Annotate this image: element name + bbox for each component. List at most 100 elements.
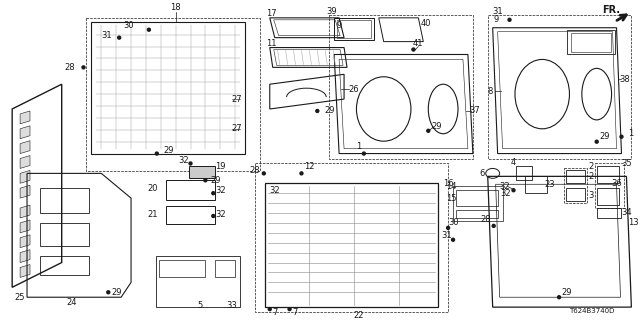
Text: 31: 31 — [101, 31, 111, 40]
Text: 31: 31 — [441, 231, 451, 240]
Polygon shape — [20, 156, 30, 168]
Text: 22: 22 — [354, 310, 364, 320]
Text: 2: 2 — [588, 172, 593, 181]
Circle shape — [118, 36, 121, 39]
Text: 9: 9 — [493, 15, 499, 24]
Text: 3: 3 — [588, 191, 593, 200]
Polygon shape — [20, 220, 30, 233]
Text: 26: 26 — [349, 85, 359, 94]
Circle shape — [620, 135, 623, 138]
Circle shape — [557, 296, 561, 299]
Text: 35: 35 — [621, 159, 632, 168]
Circle shape — [268, 308, 271, 311]
Text: 30: 30 — [124, 21, 134, 30]
Text: 2: 2 — [588, 162, 593, 171]
Circle shape — [492, 224, 495, 228]
Text: 40: 40 — [421, 19, 431, 28]
Text: 29: 29 — [163, 146, 174, 155]
Text: 41: 41 — [413, 39, 424, 48]
Text: 19: 19 — [215, 162, 225, 171]
Circle shape — [452, 238, 454, 241]
Bar — [86, 18, 260, 172]
Bar — [488, 15, 632, 158]
Text: 5: 5 — [198, 301, 203, 310]
Text: T624B3740D: T624B3740D — [569, 308, 614, 314]
Circle shape — [147, 28, 150, 31]
Text: 32: 32 — [500, 189, 511, 198]
Circle shape — [204, 179, 207, 182]
Circle shape — [212, 214, 215, 218]
Polygon shape — [20, 126, 30, 139]
Text: 11: 11 — [266, 39, 277, 48]
Polygon shape — [20, 205, 30, 218]
Polygon shape — [20, 141, 30, 154]
Circle shape — [189, 162, 192, 165]
Text: 29: 29 — [324, 107, 335, 116]
Polygon shape — [20, 250, 30, 262]
Circle shape — [412, 48, 415, 51]
Circle shape — [508, 18, 511, 21]
Bar — [453, 186, 502, 221]
Text: 9: 9 — [337, 21, 342, 30]
Text: 12: 12 — [304, 162, 315, 171]
Text: 28: 28 — [250, 166, 260, 175]
Text: 25: 25 — [15, 293, 26, 302]
Circle shape — [595, 140, 598, 143]
Circle shape — [427, 129, 430, 132]
Circle shape — [212, 192, 215, 195]
Text: 32: 32 — [269, 186, 280, 195]
Text: 33: 33 — [227, 301, 237, 310]
Text: 17: 17 — [266, 9, 277, 18]
Text: 21: 21 — [148, 210, 158, 219]
Text: 27: 27 — [232, 124, 243, 133]
Circle shape — [82, 66, 85, 69]
Circle shape — [288, 308, 291, 311]
Circle shape — [300, 172, 303, 175]
Bar — [595, 164, 625, 208]
Text: 15: 15 — [446, 194, 456, 203]
Text: 31: 31 — [492, 7, 503, 16]
Polygon shape — [20, 235, 30, 248]
Text: 4: 4 — [511, 158, 516, 167]
Text: 29: 29 — [210, 176, 221, 185]
Text: 6: 6 — [479, 169, 484, 178]
Text: 1: 1 — [628, 129, 633, 138]
Circle shape — [316, 109, 319, 112]
Text: 29: 29 — [111, 288, 122, 297]
Text: 8: 8 — [487, 87, 492, 96]
Polygon shape — [189, 166, 215, 178]
Polygon shape — [20, 185, 30, 198]
Text: 18: 18 — [170, 4, 181, 12]
Bar — [156, 256, 240, 307]
Text: 29: 29 — [600, 132, 610, 141]
Text: 32: 32 — [179, 156, 189, 165]
Text: 28: 28 — [481, 215, 491, 224]
Text: 24: 24 — [67, 298, 77, 307]
Text: 14: 14 — [446, 182, 456, 191]
Polygon shape — [20, 111, 30, 124]
Text: 20: 20 — [148, 184, 158, 193]
Text: 39: 39 — [326, 7, 337, 16]
Circle shape — [107, 291, 109, 294]
Text: 32: 32 — [215, 186, 225, 195]
Polygon shape — [20, 171, 30, 183]
Text: 1: 1 — [356, 142, 362, 151]
Text: 29: 29 — [562, 288, 572, 297]
Text: 32: 32 — [499, 182, 510, 191]
Text: 7: 7 — [292, 308, 297, 316]
Bar — [255, 164, 448, 312]
Text: 34: 34 — [621, 208, 632, 217]
Text: 37: 37 — [470, 107, 480, 116]
Text: 16: 16 — [443, 179, 453, 188]
Text: 29: 29 — [431, 122, 442, 131]
Text: 30: 30 — [449, 219, 460, 228]
Text: FR.: FR. — [603, 5, 621, 15]
Circle shape — [512, 189, 515, 192]
Text: 32: 32 — [215, 210, 225, 219]
Circle shape — [156, 152, 158, 155]
Text: 38: 38 — [619, 75, 630, 84]
Text: 28: 28 — [64, 63, 75, 72]
Text: 7: 7 — [272, 308, 277, 316]
Circle shape — [447, 226, 449, 229]
Bar — [329, 15, 473, 158]
